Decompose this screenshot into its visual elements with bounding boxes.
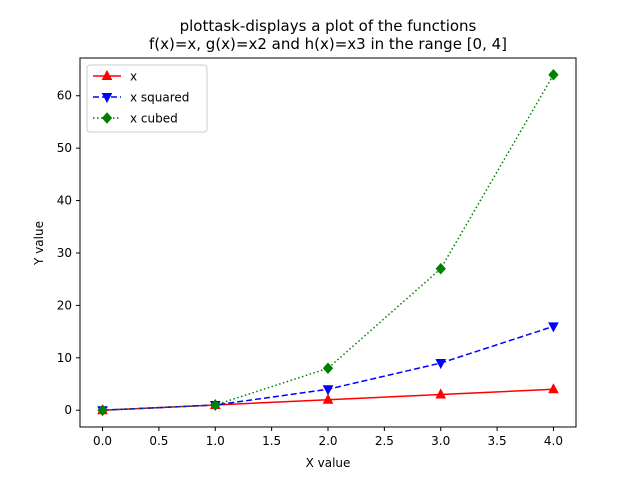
chart-title-line1: plottask-displays a plot of the function… — [180, 17, 477, 35]
data-point-x-cubed — [322, 362, 334, 375]
series-line-x-cubed — [102, 74, 555, 411]
data-point-x-cubed — [548, 69, 559, 81]
legend-label-x-squared: x squared — [130, 91, 189, 105]
y-tick-label: 40 — [57, 194, 72, 208]
data-point-x — [548, 383, 559, 394]
data-point-x-cubed — [97, 404, 108, 416]
x-tick-label: 3.5 — [488, 434, 507, 448]
x-tick-label: 3.0 — [431, 434, 450, 448]
x-tick-label: 0.5 — [149, 434, 168, 448]
legend-marker-x — [101, 69, 113, 80]
x-tick-label: 1.0 — [206, 434, 225, 448]
y-tick-label: 20 — [57, 298, 72, 312]
data-point-x-squared — [322, 385, 334, 396]
data-point-x-cubed — [435, 262, 446, 275]
axes-frame — [79, 57, 577, 428]
x-tick-label: 0.0 — [93, 434, 112, 448]
data-point-x-squared — [548, 322, 559, 333]
y-tick-label: 50 — [57, 141, 72, 155]
legend-label-x: x — [130, 70, 137, 84]
x-axis-label: X value — [306, 456, 351, 470]
x-tick-label: 4.0 — [544, 434, 563, 448]
data-point-x-cubed — [210, 399, 221, 411]
chart-title-line2: f(x)=x, g(x)=x2 and h(x)=x3 in the range… — [149, 35, 507, 53]
x-axis-ticks: 0.0 0.5 1.0 1.5 2.0 2.5 3.0 3.5 4.0 — [93, 427, 563, 448]
data-point-x — [435, 388, 447, 399]
data-point-x-squared — [435, 359, 447, 370]
y-tick-label: 0 — [64, 403, 72, 417]
legend: x x squared x cubed — [86, 64, 208, 133]
legend-marker-x-cubed — [101, 112, 113, 124]
x-tick-label: 2.5 — [375, 434, 394, 448]
series-x-cubed — [97, 69, 559, 416]
y-tick-label: 30 — [57, 246, 72, 260]
legend-marker-x-squared — [101, 93, 113, 104]
plot-area — [97, 69, 559, 417]
y-axis-label: Y value — [32, 221, 46, 266]
x-tick-label: 1.5 — [262, 434, 281, 448]
y-tick-label: 60 — [57, 89, 72, 103]
x-tick-label: 2.0 — [318, 434, 337, 448]
y-axis-ticks: 0 10 20 30 40 50 60 — [57, 89, 80, 417]
legend-label-x-cubed: x cubed — [130, 112, 178, 126]
data-point-x — [322, 393, 334, 404]
y-tick-label: 10 — [57, 351, 72, 365]
legend-box — [86, 64, 208, 133]
